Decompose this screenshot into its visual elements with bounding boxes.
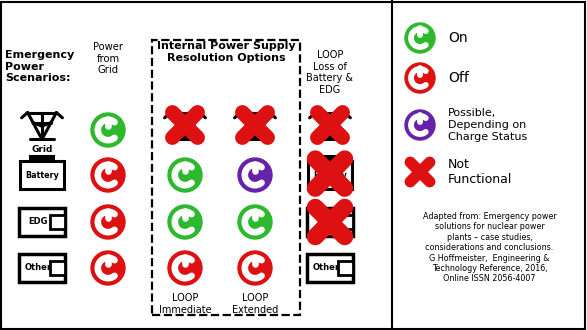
Text: Off: Off [448,71,469,85]
Circle shape [91,113,125,147]
FancyBboxPatch shape [338,261,353,275]
Text: Emergency
Power
Scenarios:: Emergency Power Scenarios: [5,50,74,83]
Text: On: On [448,31,468,45]
Circle shape [405,23,435,53]
Text: Possible,
Depending on
Charge Status: Possible, Depending on Charge Status [448,108,527,142]
Text: LOOP
Immediate: LOOP Immediate [158,293,211,314]
FancyBboxPatch shape [50,261,66,275]
Circle shape [91,205,125,239]
Text: EDG: EDG [29,217,48,226]
Circle shape [91,251,125,285]
FancyBboxPatch shape [307,254,353,282]
Circle shape [238,251,272,285]
FancyBboxPatch shape [19,208,65,236]
Circle shape [168,158,202,192]
FancyBboxPatch shape [338,215,353,229]
Circle shape [238,158,272,192]
Text: Other: Other [25,263,52,273]
Text: LOOP
Extended: LOOP Extended [232,293,278,314]
FancyBboxPatch shape [318,156,342,161]
Circle shape [405,63,435,93]
Circle shape [238,205,272,239]
Text: Adapted from: Emergency power
solutions for nuclear power
plants – case studies,: Adapted from: Emergency power solutions … [423,212,556,283]
FancyBboxPatch shape [30,156,54,161]
FancyBboxPatch shape [307,208,353,236]
Text: LOOP
Loss of
Battery &
EDG: LOOP Loss of Battery & EDG [306,50,353,95]
Text: Grid: Grid [31,145,53,154]
Circle shape [168,251,202,285]
Text: Battery: Battery [25,171,59,180]
Text: Other: Other [313,263,340,273]
FancyBboxPatch shape [20,161,64,189]
Text: Not
Functional: Not Functional [448,158,512,186]
Circle shape [91,158,125,192]
Text: Battery: Battery [313,171,347,180]
Circle shape [168,205,202,239]
Text: EDG: EDG [316,217,336,226]
Text: Internal Power Supply
Resolution Options: Internal Power Supply Resolution Options [157,41,295,63]
FancyBboxPatch shape [19,254,65,282]
Circle shape [405,110,435,140]
FancyBboxPatch shape [50,215,66,229]
FancyBboxPatch shape [308,161,352,189]
Text: Power
from
Grid: Power from Grid [93,42,123,75]
